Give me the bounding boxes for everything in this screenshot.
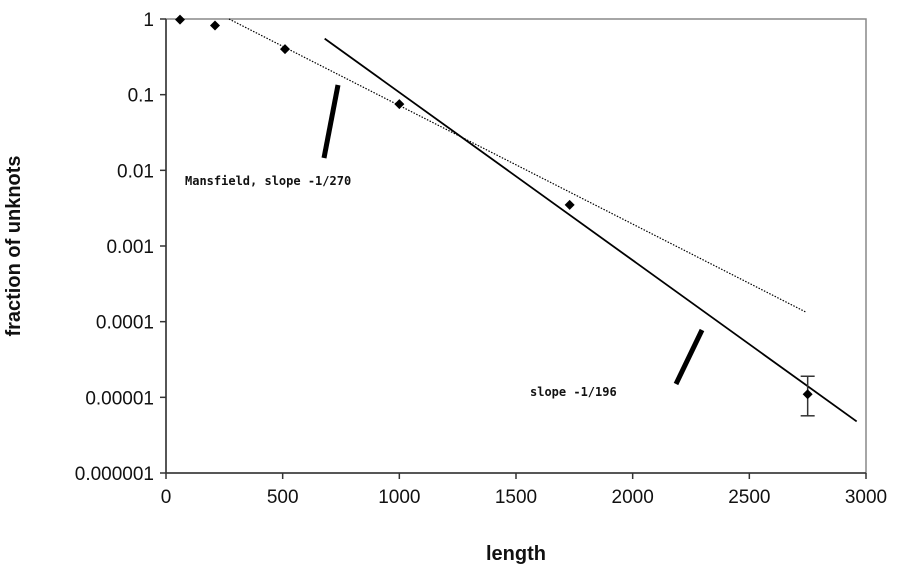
y-tick-group: 0.000001 0.00001 0.0001 0.001 0.01 0.1 1	[75, 10, 166, 485]
y-tick-label: 0.001	[106, 237, 154, 258]
fit-lines-group	[228, 18, 858, 423]
y-tick-label: 1	[143, 10, 154, 31]
y-tick-label: 0.1	[128, 86, 154, 107]
x-axis-title: length	[486, 543, 546, 565]
data-point	[564, 199, 575, 210]
x-tick-label: 500	[267, 487, 299, 508]
data-point	[280, 44, 290, 55]
fit-line-mansfield	[228, 18, 806, 313]
x-tick-label: 2500	[728, 487, 770, 508]
y-axis-title: fraction of unknots	[3, 155, 25, 336]
plot-frame-group	[165, 18, 867, 474]
data-point	[802, 389, 813, 400]
y-tick-label: 0.0001	[96, 313, 154, 334]
y-tick-label: 0.01	[117, 161, 154, 182]
x-tick-label: 0	[161, 487, 172, 508]
annotation-pointers	[321, 84, 705, 386]
x-tick-group: 0 500 1000 1500 2000 2500 3000	[161, 473, 887, 508]
y-tick-label: 0.00001	[85, 388, 154, 409]
fit-line-slope	[324, 37, 858, 423]
mansfield-pointer	[321, 84, 341, 159]
x-tick-label: 1000	[378, 487, 420, 508]
plot-frame	[165, 18, 867, 474]
y-tick-label: 0.000001	[75, 464, 154, 485]
x-tick-label: 2000	[612, 487, 654, 508]
x-tick-label: 3000	[845, 487, 887, 508]
data-point	[210, 20, 220, 31]
slope-pointer	[673, 328, 705, 386]
x-tick-label: 1500	[495, 487, 537, 508]
data-points-group	[175, 14, 815, 417]
annotation-slope: slope -1/196	[530, 385, 617, 399]
annotation-mansfield: Mansfield, slope -1/270	[185, 174, 351, 188]
data-point	[394, 99, 405, 110]
data-point	[175, 14, 185, 25]
